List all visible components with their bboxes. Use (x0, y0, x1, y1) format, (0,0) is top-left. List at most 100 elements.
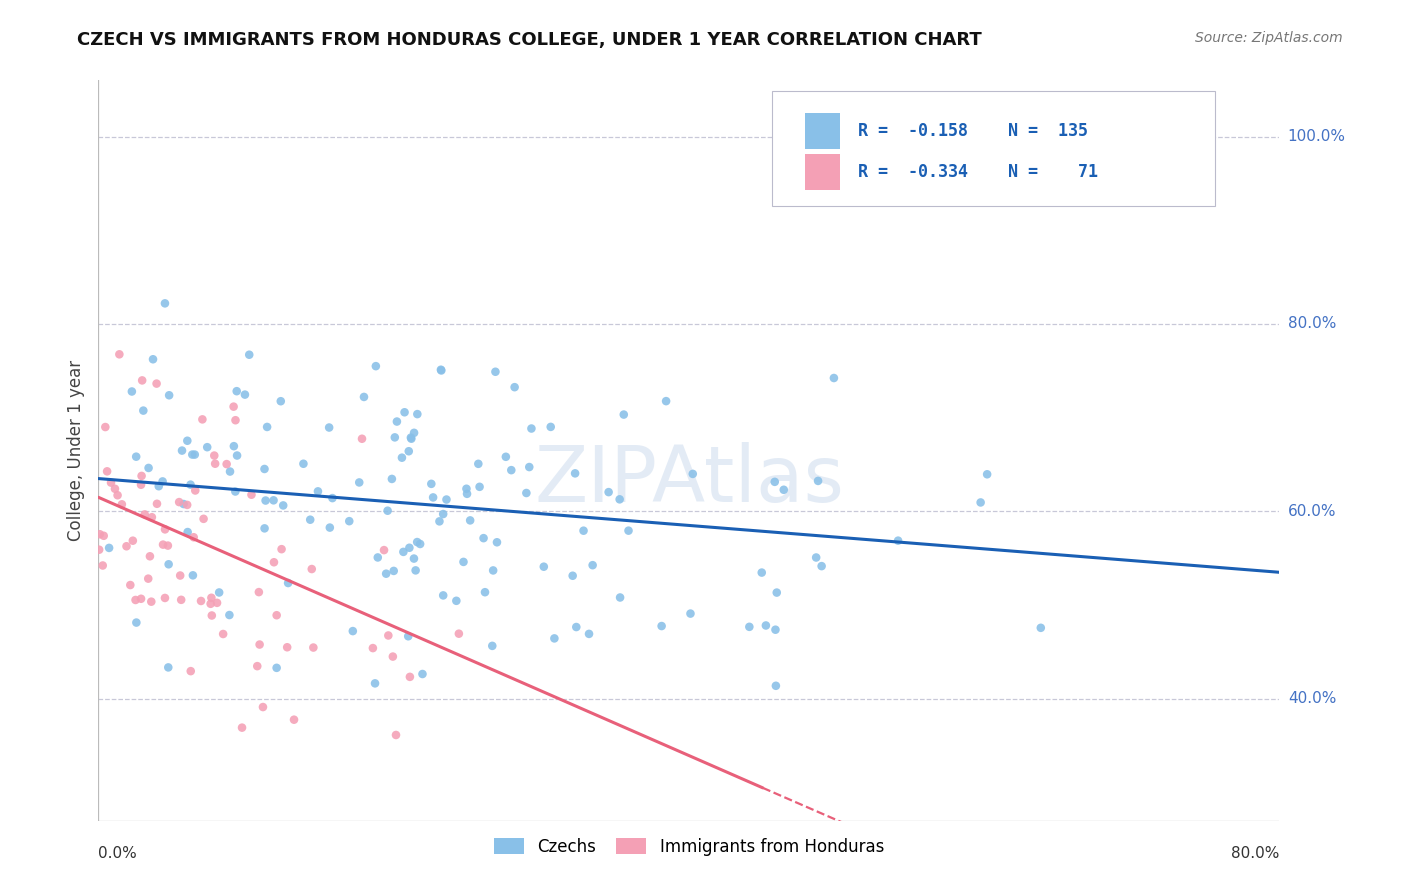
Point (353, 390, 375, 404)
Point (1029, 621, 1052, 635)
Point (613, 408, 636, 422)
Point (302, 640, 325, 655)
Text: R =  -0.158    N =  135: R = -0.158 N = 135 (858, 122, 1088, 140)
FancyBboxPatch shape (804, 113, 841, 149)
Point (582, 558, 605, 573)
Point (156, 539, 179, 553)
Point (200, 591, 222, 605)
Point (180, 664, 202, 678)
Point (422, 491, 444, 505)
Point (517, 460, 540, 475)
Point (772, 483, 794, 497)
Text: Source: ZipAtlas.com: Source: ZipAtlas.com (1195, 31, 1343, 45)
Point (481, 639, 503, 653)
Point (136, 572, 159, 586)
Text: 80.0%: 80.0% (1232, 846, 1279, 861)
Point (263, 493, 285, 508)
Point (436, 492, 458, 507)
Point (202, 449, 225, 463)
Point (246, 659, 269, 673)
Point (682, 467, 704, 481)
Point (409, 537, 432, 551)
Point (231, 721, 253, 735)
Point (364, 676, 387, 690)
Point (212, 627, 235, 641)
Point (377, 628, 399, 642)
Legend: Czechs, Immigrants from Honduras: Czechs, Immigrants from Honduras (488, 831, 890, 863)
Point (381, 649, 404, 664)
Text: R =  -0.334    N =    71: R = -0.334 N = 71 (858, 162, 1098, 181)
Point (184, 448, 207, 462)
Point (240, 488, 263, 502)
Point (350, 432, 373, 446)
Point (399, 431, 422, 445)
Point (108, 347, 131, 361)
Point (655, 394, 678, 409)
Point (485, 535, 508, 549)
Point (377, 504, 399, 518)
Point (141, 510, 163, 524)
Point (153, 296, 176, 310)
Point (277, 576, 299, 591)
Point (976, 467, 998, 482)
Point (501, 463, 523, 477)
Point (651, 619, 673, 633)
Point (249, 638, 271, 652)
FancyBboxPatch shape (772, 91, 1215, 206)
Point (382, 564, 405, 578)
Point (349, 475, 371, 490)
Point (565, 620, 588, 634)
Point (342, 624, 364, 638)
Point (319, 520, 342, 534)
Point (190, 594, 212, 608)
Point (270, 394, 292, 409)
Point (543, 632, 565, 646)
Point (219, 465, 242, 479)
Point (191, 412, 214, 426)
Point (138, 461, 160, 475)
Point (153, 522, 176, 536)
Point (120, 578, 142, 592)
Point (405, 563, 427, 577)
Point (253, 521, 276, 535)
Point (399, 670, 422, 684)
Point (887, 533, 910, 548)
Point (204, 457, 226, 471)
Point (266, 608, 288, 623)
Point (94, 420, 117, 434)
Text: 60.0%: 60.0% (1288, 504, 1336, 519)
Point (107, 488, 129, 502)
Point (392, 545, 415, 559)
Point (170, 592, 193, 607)
Point (224, 484, 246, 499)
Point (429, 514, 451, 528)
Point (467, 457, 489, 471)
Text: 40.0%: 40.0% (1288, 691, 1336, 706)
Point (201, 608, 224, 623)
Point (134, 508, 156, 522)
Point (148, 479, 170, 493)
Point (453, 555, 475, 569)
Point (93, 529, 115, 543)
Point (398, 541, 420, 555)
Point (167, 495, 190, 509)
Point (89, 527, 111, 541)
Point (299, 513, 322, 527)
Point (396, 629, 419, 643)
Point (173, 497, 195, 511)
Point (804, 550, 827, 565)
Point (406, 407, 429, 421)
Point (181, 448, 204, 462)
Point (503, 380, 526, 394)
Point (89, 542, 111, 557)
Point (215, 457, 238, 471)
Point (111, 497, 134, 511)
Point (381, 472, 404, 486)
Point (564, 467, 586, 481)
Point (337, 514, 360, 528)
Point (100, 475, 122, 490)
Point (205, 596, 228, 610)
Point (430, 362, 453, 376)
Point (307, 484, 329, 499)
Point (404, 425, 426, 440)
